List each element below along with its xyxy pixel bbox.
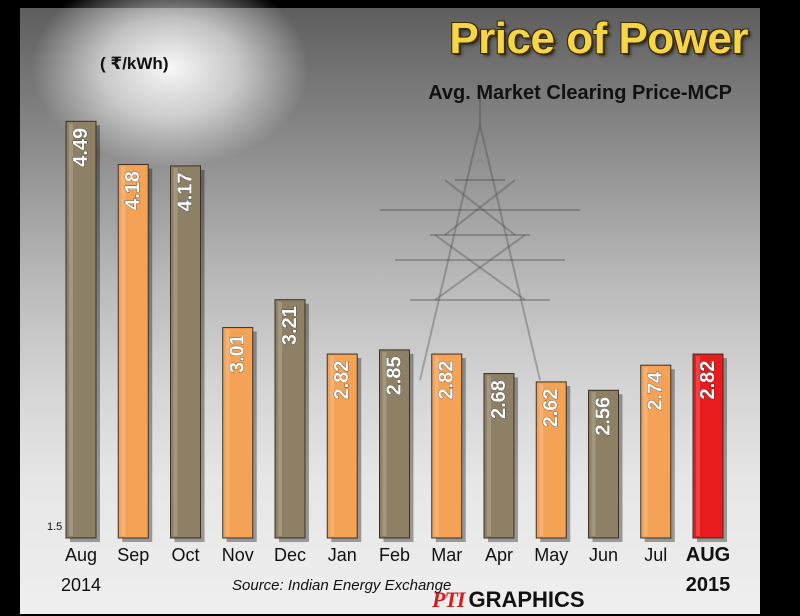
bar <box>588 389 619 539</box>
year-label: 2014 <box>61 575 101 595</box>
bar-highlight <box>591 392 596 536</box>
axis-min-label: 1.5 <box>47 521 62 533</box>
category-label: Apr <box>485 545 513 565</box>
credit: PTI GRAPHICS <box>432 583 585 616</box>
bar-value-label: 2.82 <box>436 361 458 400</box>
bar-highlight <box>539 383 544 536</box>
bar-group: 2.62 May <box>534 381 571 565</box>
bar-value-label: 2.68 <box>488 380 510 419</box>
bar-group: 2.85 Feb <box>379 349 414 565</box>
year-label: 2015 <box>686 574 731 596</box>
bar-value-label: 2.56 <box>593 397 615 436</box>
bar-group: 3.21 Dec <box>274 299 309 565</box>
category-label: Jun <box>589 545 618 565</box>
bar-value-label: 2.74 <box>645 371 667 411</box>
bar-value-label: 2.85 <box>384 356 406 395</box>
bar-value-label: 2.82 <box>697 361 719 400</box>
category-label: Aug <box>65 545 97 565</box>
bar <box>326 353 358 539</box>
bar <box>640 364 672 539</box>
unit-label: ( ₹/kWh) <box>100 54 169 73</box>
bar <box>535 381 567 539</box>
bar-value-label: 4.49 <box>70 128 92 167</box>
category-label: Sep <box>117 545 149 565</box>
bar-group: 2.68 Apr <box>483 373 518 565</box>
bar-value-label: 2.62 <box>540 388 562 427</box>
bar-highlight <box>173 167 178 536</box>
bar-highlight <box>487 375 491 536</box>
bar-value-label: 3.01 <box>227 334 249 373</box>
bar-highlight <box>696 356 700 536</box>
bar-group: 2.56 Jun <box>588 389 623 565</box>
bar <box>117 164 149 539</box>
power-tower-silhouette <box>380 95 580 381</box>
pti-logo: PTI <box>432 586 465 612</box>
bar-group: 2.74 Jul <box>640 364 675 565</box>
bar-highlight <box>643 367 648 536</box>
bar-highlight <box>121 166 126 536</box>
bar-group: 3.01 Nov <box>222 327 257 565</box>
bar-group: 2.82 Jan <box>326 353 362 565</box>
bar-highlight <box>330 356 335 536</box>
bar-highlight <box>278 301 282 536</box>
graphics-label: GRAPHICS <box>468 586 585 612</box>
bar <box>483 373 515 539</box>
bar-group: 4.17 Oct <box>170 165 205 565</box>
bar-highlight <box>69 123 73 536</box>
category-label: Jan <box>328 545 357 565</box>
bar-highlight <box>382 351 387 536</box>
category-label: Dec <box>274 545 306 565</box>
bar <box>65 120 97 539</box>
bar-value-label: 3.21 <box>279 306 301 345</box>
bar <box>274 299 306 539</box>
category-label: May <box>534 545 568 565</box>
chart-subtitle: Avg. Market Clearing Price-MCP <box>428 82 732 104</box>
category-label: Oct <box>171 545 199 565</box>
category-label: Feb <box>379 545 410 565</box>
bar-group: 2.82 AUG <box>686 353 730 566</box>
category-label: Jul <box>644 545 667 565</box>
bar <box>170 165 201 539</box>
bar <box>431 353 463 539</box>
chart-title: Price of Power <box>449 14 748 63</box>
category-label: Mar <box>431 545 462 565</box>
source-note: Source: Indian Energy Exchange <box>232 577 452 594</box>
bar-group: 4.49 Aug <box>65 120 100 565</box>
bar-value-label: 4.18 <box>122 171 144 210</box>
bar-value-label: 4.17 <box>175 172 197 211</box>
bar <box>692 353 724 539</box>
bar-group: 2.82 Mar <box>431 353 466 565</box>
bar-highlight <box>225 329 230 536</box>
bar <box>222 327 254 539</box>
category-label: AUG <box>686 544 730 566</box>
category-label: Nov <box>222 545 254 565</box>
bar-group: 4.18 Sep <box>117 164 153 565</box>
bar-value-label: 2.82 <box>331 361 353 400</box>
bar-highlight <box>434 356 439 536</box>
bar <box>379 349 410 539</box>
